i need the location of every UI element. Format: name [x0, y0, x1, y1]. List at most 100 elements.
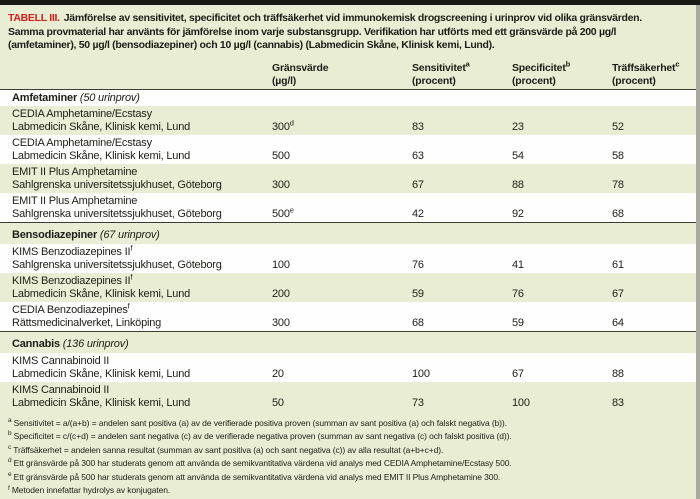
- method-text: CEDIA Amphetamine/Ecstasy: [12, 136, 152, 149]
- specificity-value: 67: [512, 367, 524, 380]
- col-traffsakerhet-footref: c: [675, 59, 680, 68]
- accuracy-value: 52: [612, 120, 624, 133]
- sensitivity-value: 68: [412, 316, 424, 329]
- sensitivity-value: 100: [412, 367, 430, 380]
- method-name: EMIT II Plus Amphetamine: [12, 195, 272, 209]
- specificity-value: 100: [512, 396, 530, 409]
- specificity-value: 54: [512, 149, 524, 162]
- section-sample-count: (136 urinprov): [62, 337, 129, 350]
- section-name: Cannabis: [12, 337, 60, 350]
- sensitivity-value: 83: [412, 120, 424, 133]
- method-text: KIMS Benzodiazepines II: [12, 274, 131, 287]
- footnote-marker: a: [8, 416, 12, 424]
- method-text: KIMS Benzodiazepines II: [12, 245, 131, 258]
- lab-name: Rättsmedicinalverket, Linköping: [12, 317, 162, 329]
- col-sensitivitet-label: Sensitivitet: [412, 61, 466, 74]
- section-header-bensodiazepiner: Bensodiazepiner (67 urinprov): [0, 221, 696, 244]
- lab-name: Sahlgrenska universitetssjukhuset, Göteb…: [12, 208, 222, 220]
- footnote-e: e Ett gränsvärde på 500 har studerats gen…: [8, 471, 686, 485]
- caption-label: TABELL III.: [8, 12, 60, 24]
- cutoff-number: 300: [272, 120, 290, 133]
- caption-line-1: TABELL III. Jämförelse av sensitivitet, s…: [8, 12, 686, 26]
- row-label-cell: KIMS Benzodiazepines IIf Sahlgrenska uni…: [0, 242, 272, 273]
- footnote-text: Ett gränsvärde på 300 har studerats geno…: [13, 458, 512, 469]
- footnote-text: Träffsäkerhet = andelen sanna resultat (…: [13, 444, 444, 455]
- sensitivity-value: 42: [412, 207, 424, 220]
- row-label-cell: KIMS Benzodiazepines IIf Labmedicin Skån…: [0, 271, 272, 302]
- cutoff-value: 500e: [272, 204, 412, 222]
- col-traffsakerhet-unit: (procent): [612, 74, 656, 87]
- col-sensitivitet-footref: a: [465, 59, 470, 68]
- cutoff-value: 500: [272, 150, 412, 164]
- cutoff-number: 50: [272, 396, 284, 409]
- section-sample-count: (67 urinprov): [99, 228, 160, 241]
- method-name: KIMS Benzodiazepines IIf: [12, 271, 272, 289]
- table-row-amfetaminer-2: CEDIA Amphetamine/Ecstasy Labmedicin Skå…: [0, 134, 696, 164]
- footnote-text: Metoden innefattar hydrolys av konjugate…: [11, 485, 171, 496]
- specificity-value: 88: [512, 178, 524, 191]
- cutoff-value: 300: [272, 317, 412, 331]
- cutoff-footref: d: [289, 117, 294, 127]
- col-specificitet-label: Specificitet: [512, 61, 566, 74]
- method-footref: f: [130, 242, 133, 252]
- sensitivity-value: 67: [412, 178, 424, 191]
- caption-text-1: Jämförelse av sensitivitet, specificitet…: [63, 12, 642, 24]
- footnotes: a Sensitivitet = a/(a+b) = andelen sant p…: [0, 411, 696, 499]
- cutoff-value: 300d: [272, 117, 412, 135]
- method-text: KIMS Cannabinoid II: [12, 354, 110, 367]
- footnote-c: c Träffsäkerhet = andelen sanna resultat …: [8, 444, 686, 458]
- footnote-marker: f: [8, 484, 10, 492]
- cutoff-value: 100: [272, 259, 412, 273]
- table-row-amfetaminer-4: EMIT II Plus Amphetamine Sahlgrenska uni…: [0, 192, 696, 222]
- cutoff-value: 20: [272, 368, 412, 382]
- cutoff-number: 300: [272, 178, 290, 191]
- row-label-cell: CEDIA Amphetamine/Ecstasy Labmedicin Skå…: [0, 108, 272, 135]
- accuracy-value: 68: [612, 207, 624, 220]
- column-headers: Gränsvärde (µg/l) Sensitiviteta (procent…: [0, 59, 696, 89]
- footnote-d: d Ett gränsvärde på 300 har studerats gen…: [8, 457, 686, 471]
- col-specificitet-footref: b: [565, 59, 571, 68]
- footnote-a: a Sensitivitet = a/(a+b) = andelen sant p…: [8, 417, 686, 431]
- section-header-cannabis: Cannabis (136 urinprov): [0, 330, 696, 353]
- lab-name: Labmedicin Skåne, Klinisk kemi, Lund: [12, 150, 191, 162]
- table-caption: TABELL III. Jämförelse av sensitivitet, s…: [0, 5, 696, 59]
- cutoff-number: 20: [272, 367, 284, 380]
- method-text: CEDIA Benzodiazepines: [12, 303, 128, 316]
- accuracy-value: 67: [612, 287, 624, 300]
- cutoff-number: 200: [272, 287, 290, 300]
- footnote-f: f Metoden innefattar hydrolys av konjugat…: [8, 484, 686, 498]
- footnote-text: Specificitet = c/(c+d) = andelen sant ne…: [13, 431, 512, 442]
- row-label-cell: EMIT II Plus Amphetamine Sahlgrenska uni…: [0, 195, 272, 222]
- lab-name: Labmedicin Skåne, Klinisk kemi, Lund: [12, 397, 191, 409]
- col-specificitet-unit: (procent): [512, 74, 556, 87]
- section-sample-count: (50 urinprov): [79, 91, 140, 104]
- specificity-value: 76: [512, 287, 524, 300]
- accuracy-value: 83: [612, 396, 624, 409]
- row-label-cell: KIMS Cannabinoid II Labmedicin Skåne, Kl…: [0, 384, 272, 411]
- accuracy-value: 61: [612, 258, 624, 271]
- col-sensitivitet-unit: (procent): [412, 74, 456, 87]
- method-footref: f: [130, 271, 133, 281]
- cutoff-footref: e: [289, 204, 294, 214]
- section-name: Amfetaminer: [12, 91, 78, 104]
- table-row-cannabis-2: KIMS Cannabinoid II Labmedicin Skåne, Kl…: [0, 382, 696, 411]
- method-name: KIMS Benzodiazepines IIf: [12, 242, 272, 260]
- page-right-edge: [696, 0, 700, 499]
- col-gransvarde-unit: (µg/l): [272, 74, 297, 87]
- caption-line-3: (amfetaminer), 50 µg/l (bensodiazepiner)…: [8, 39, 495, 51]
- sensitivity-value: 73: [412, 396, 424, 409]
- cutoff-number: 300: [272, 316, 290, 329]
- accuracy-value: 58: [612, 149, 624, 162]
- sensitivity-value: 76: [412, 258, 424, 271]
- footnote-marker: e: [8, 471, 12, 479]
- specificity-value: 23: [512, 120, 524, 133]
- method-footref: f: [127, 300, 130, 310]
- col-gransvarde-label: Gränsvärde: [272, 61, 329, 74]
- table-row-bensodiazepiner-2: KIMS Benzodiazepines IIf Labmedicin Skån…: [0, 273, 696, 302]
- col-traffsakerhet-label: Träffsäkerhet: [612, 61, 676, 74]
- lab-name: Labmedicin Skåne, Klinisk kemi, Lund: [12, 288, 191, 300]
- specificity-value: 59: [512, 316, 524, 329]
- column-header-spacer: [0, 62, 272, 89]
- accuracy-value: 64: [612, 316, 624, 329]
- section-header-amfetaminer: Amfetaminer (50 urinprov): [0, 88, 696, 106]
